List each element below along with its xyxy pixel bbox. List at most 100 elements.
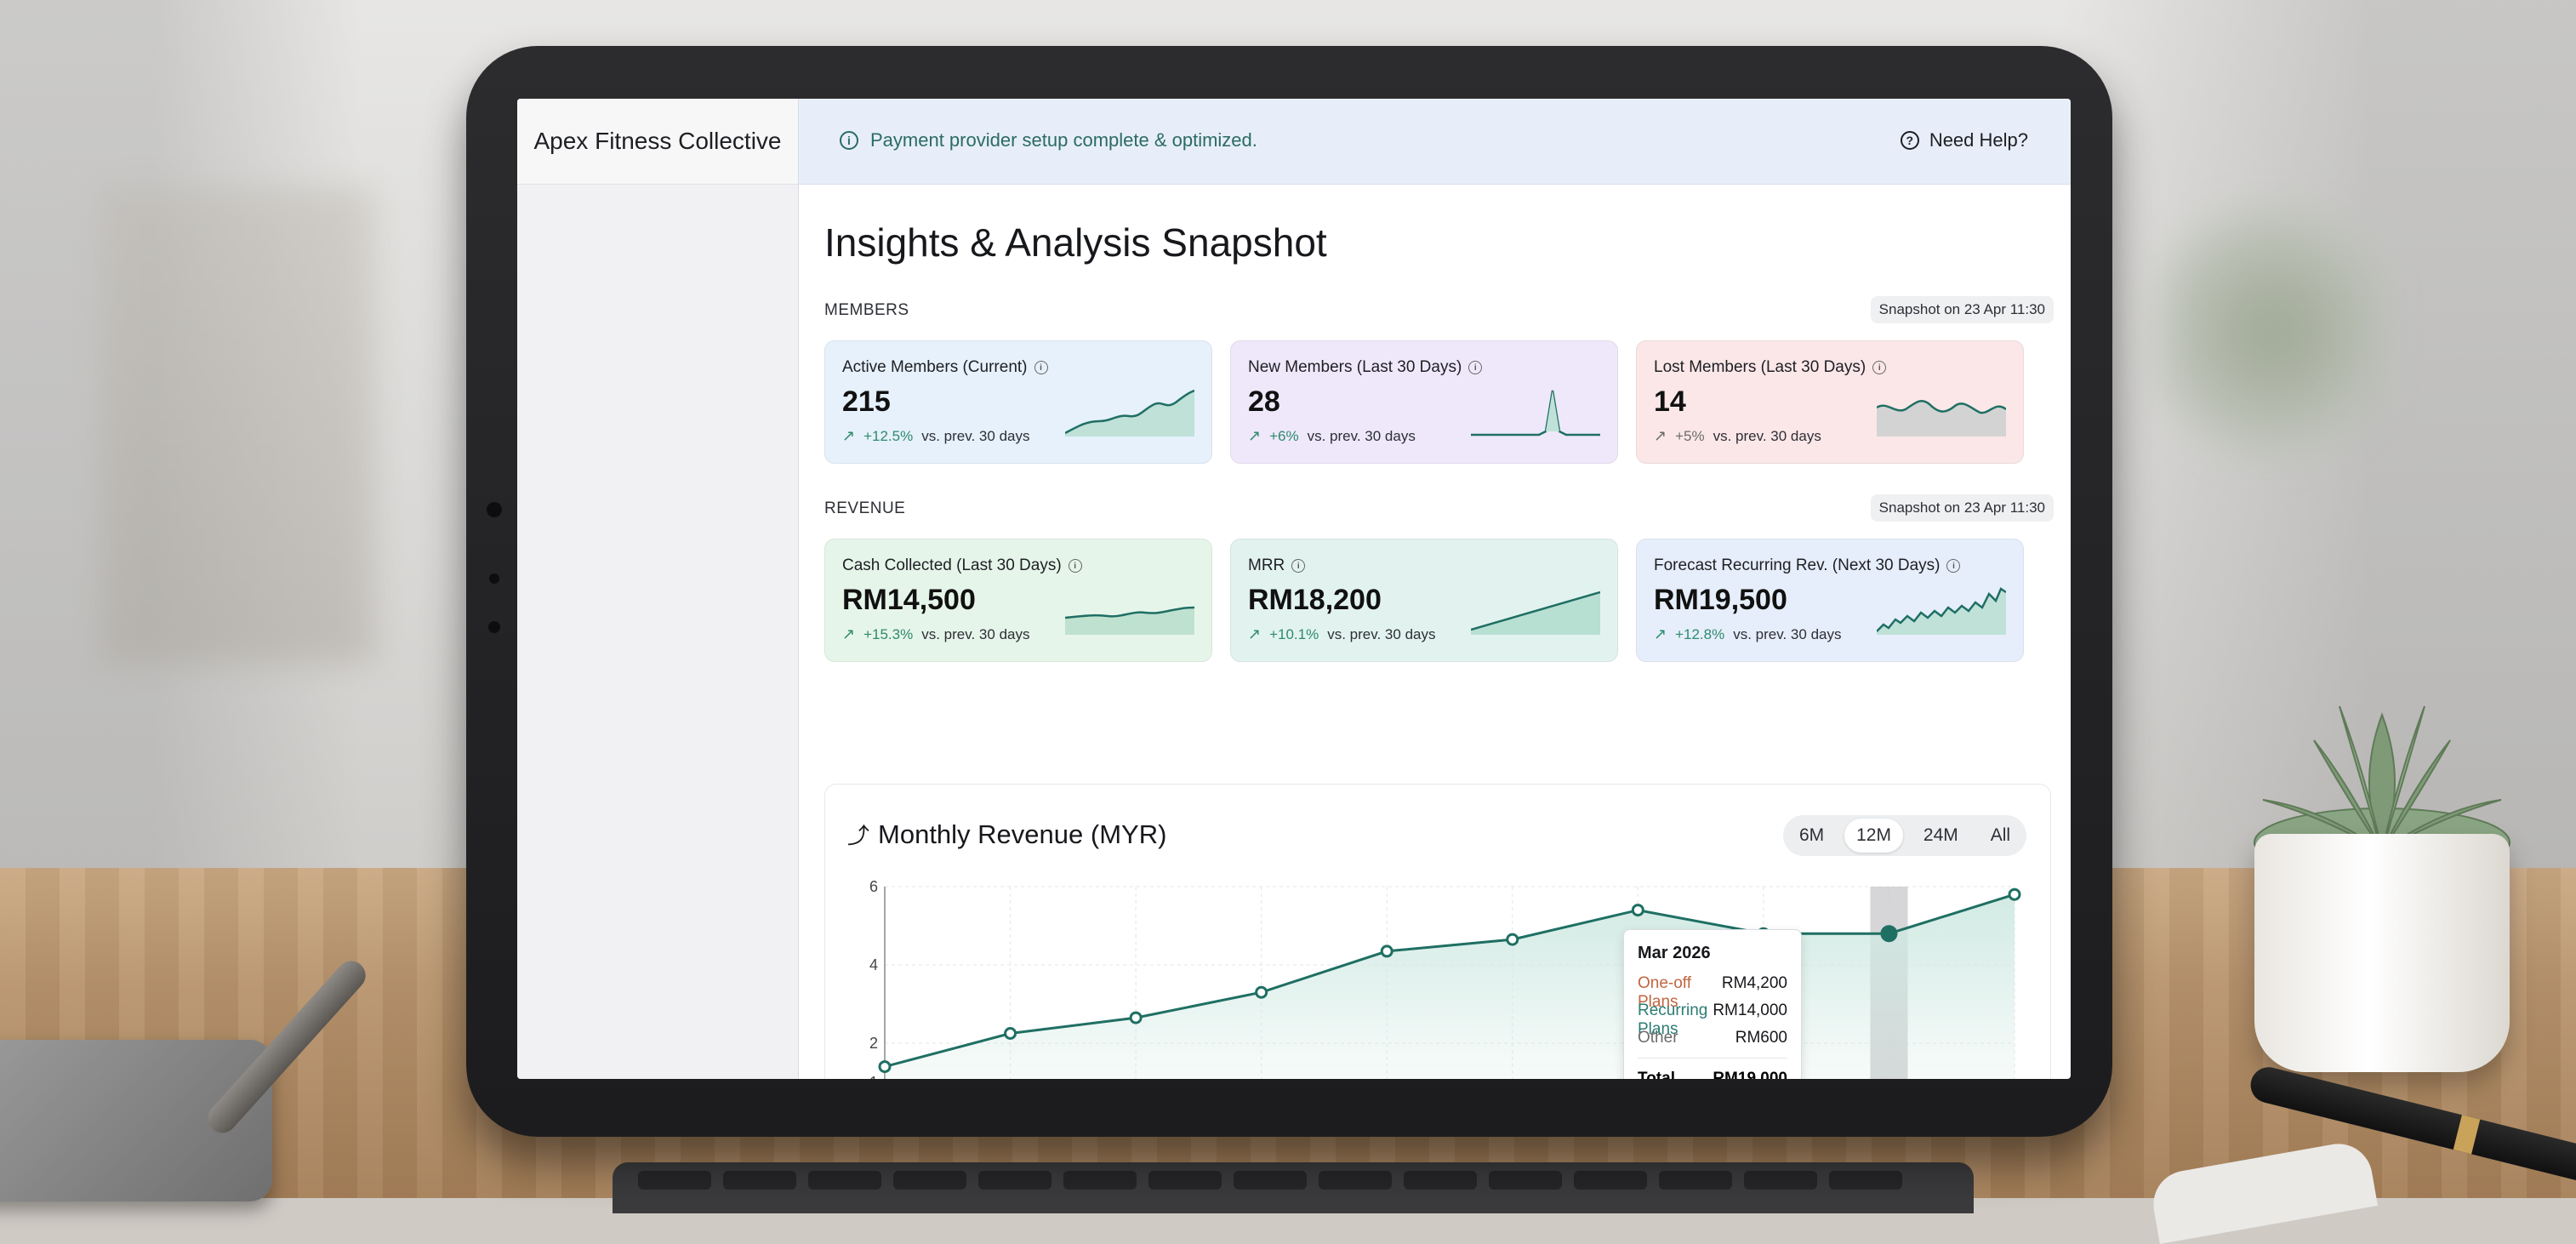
card-title-row: Lost Members (Last 30 Days) i: [1654, 358, 1887, 377]
info-icon: i: [840, 131, 858, 150]
metric-card-new-members[interactable]: New Members (Last 30 Days) i 28 ↗ +6% vs…: [1230, 340, 1618, 464]
delta-percent: +15.3%: [863, 625, 914, 642]
range-24m-button[interactable]: 24M: [1923, 825, 1958, 845]
sparkline-chart: [1065, 606, 1194, 635]
card-title: Active Members (Current): [842, 358, 1028, 376]
page-title: Insights & Analysis Snapshot: [824, 220, 1327, 265]
revenue-snapshot-badge: Snapshot on 23 Apr 11:30: [1870, 494, 2054, 522]
metric-card-lost-members[interactable]: Lost Members (Last 30 Days) i 14 ↗ +5% v…: [1636, 340, 2024, 464]
card-title-row: New Members (Last 30 Days) i: [1248, 358, 1483, 377]
trend-up-icon: ↗: [842, 427, 856, 444]
range-selector: 6M 12M 24M All: [1783, 815, 2026, 856]
tablet-camera: [487, 502, 502, 517]
app-screen: Apex Fitness Collective i Payment provid…: [517, 99, 2071, 1079]
info-icon[interactable]: i: [1068, 559, 1082, 573]
members-section-label: MEMBERS: [824, 301, 909, 319]
trend-up-icon: ↗: [842, 625, 856, 642]
y-tick-label: 6: [869, 878, 878, 895]
members-snapshot-badge: Snapshot on 23 Apr 11:30: [1870, 296, 2054, 323]
card-value: RM18,200: [1248, 584, 1382, 616]
trend-up-icon: ↗: [1654, 427, 1667, 444]
delta-percent: +6%: [1269, 427, 1299, 444]
metric-card-cash-collected[interactable]: Cash Collected (Last 30 Days) i RM14,500…: [824, 539, 1212, 662]
data-point: [1255, 985, 1268, 999]
banner-message: Payment provider setup complete & optimi…: [870, 129, 1257, 151]
card-value: RM19,500: [1654, 584, 1787, 616]
metric-card-forecast-recurring[interactable]: Forecast Recurring Rev. (Next 30 Days) i…: [1636, 539, 2024, 662]
revenue-line: [884, 893, 2015, 1069]
tooltip-total-value: RM19,000: [1713, 1070, 1787, 1079]
tablet-sensor: [489, 573, 499, 584]
y-tick-label: 1: [869, 1074, 878, 1079]
tooltip-total-label: Total: [1638, 1070, 1675, 1079]
tooltip-value: RM14,000: [1713, 1001, 1787, 1019]
card-value: 28: [1248, 385, 1280, 418]
metric-card-mrr[interactable]: MRR i RM18,200 ↗ +10.1% vs. prev. 30 day…: [1230, 539, 1618, 662]
tooltip-value: RM600: [1735, 1029, 1787, 1047]
sparkline-chart: [1471, 591, 1600, 635]
tooltip-label: Recurring Plans: [1638, 1001, 1708, 1038]
tooltip-title: Mar 2026: [1638, 944, 1711, 962]
tooltip-value: RM4,200: [1721, 974, 1787, 992]
notice-banner: i Payment provider setup complete & opti…: [799, 99, 2071, 185]
tooltip-row-total: Total RM19,000: [1638, 1070, 1787, 1079]
info-icon[interactable]: i: [1946, 559, 1961, 573]
metric-card-active-members[interactable]: Active Members (Current) i 215 ↗ +12.5% …: [824, 340, 1212, 464]
question-icon: ?: [1900, 131, 1919, 150]
sidebar: [517, 99, 799, 1079]
trend-up-icon: ↗: [1654, 625, 1667, 642]
card-value: 215: [842, 385, 891, 418]
delta-note: vs. prev. 30 days: [921, 625, 1030, 642]
monthly-revenue-chart[interactable]: 1246JanFebMarOctSevDecFecMarMarMar: [825, 870, 2050, 1079]
revenue-section-label: REVENUE: [824, 499, 906, 517]
desk-keyboard: [613, 1162, 1974, 1213]
sparkline-chart: [1065, 389, 1194, 437]
main-content: Insights & Analysis Snapshot MEMBERS Sna…: [824, 184, 2054, 1079]
card-delta: ↗ +12.8% vs. prev. 30 days: [1654, 625, 1841, 643]
card-title-row: Cash Collected (Last 30 Days) i: [842, 556, 1082, 575]
data-point: [878, 1060, 892, 1074]
delta-percent: +12.5%: [863, 427, 914, 444]
y-tick-label: 4: [869, 956, 878, 973]
chart-tooltip: Mar 2026 One-off Plans RM4,200 Recurring…: [1623, 929, 1802, 1079]
info-icon[interactable]: i: [1468, 361, 1483, 374]
info-icon[interactable]: i: [1291, 559, 1306, 573]
data-point: [1631, 904, 1644, 917]
delta-percent: +5%: [1675, 427, 1705, 444]
chart-title-row: ⤴ Monthly Revenue (MYR): [847, 819, 1166, 850]
card-title: Lost Members (Last 30 Days): [1654, 358, 1866, 376]
info-icon[interactable]: i: [1034, 361, 1048, 374]
help-link[interactable]: ? Need Help?: [1900, 129, 2028, 151]
card-value: 14: [1654, 385, 1686, 418]
tooltip-row-other: Other RM600: [1638, 1029, 1787, 1047]
delta-percent: +12.8%: [1675, 625, 1725, 642]
tooltip-divider: [1638, 1058, 1787, 1059]
revenue-area: [885, 894, 2015, 1079]
card-title-row: Active Members (Current) i: [842, 358, 1048, 377]
data-point: [1380, 944, 1393, 958]
monthly-revenue-panel: ⤴ Monthly Revenue (MYR) 6M 12M 24M All 1…: [824, 784, 2051, 1079]
trend-up-icon: ↗: [1248, 427, 1262, 444]
brand-name[interactable]: Apex Fitness Collective: [517, 99, 798, 185]
background-plant: [2161, 187, 2382, 476]
info-icon[interactable]: i: [1872, 361, 1887, 374]
delta-note: vs. prev. 30 days: [1327, 625, 1436, 642]
card-title: MRR: [1248, 556, 1285, 574]
data-point: [1880, 925, 1898, 943]
card-title: Forecast Recurring Rev. (Next 30 Days): [1654, 556, 1941, 574]
range-12m-button[interactable]: 12M: [1844, 819, 1903, 853]
sparkline-chart: [1877, 400, 2006, 437]
card-delta: ↗ +10.1% vs. prev. 30 days: [1248, 625, 1435, 643]
tooltip-label: One-off Plans: [1638, 974, 1692, 1011]
data-point: [1506, 933, 1519, 946]
delta-note: vs. prev. 30 days: [1307, 427, 1416, 444]
chart-title: Monthly Revenue (MYR): [878, 819, 1167, 849]
data-point: [1004, 1027, 1017, 1040]
sparkline-chart: [1877, 587, 2006, 635]
range-all-button[interactable]: All: [1990, 825, 2011, 845]
trend-up-icon: ↗: [1248, 625, 1262, 642]
range-6m-button[interactable]: 6M: [1798, 825, 1825, 845]
delta-note: vs. prev. 30 days: [921, 427, 1030, 444]
trending-up-icon: ⤴: [847, 823, 870, 848]
plant-pot: [2254, 834, 2510, 1072]
